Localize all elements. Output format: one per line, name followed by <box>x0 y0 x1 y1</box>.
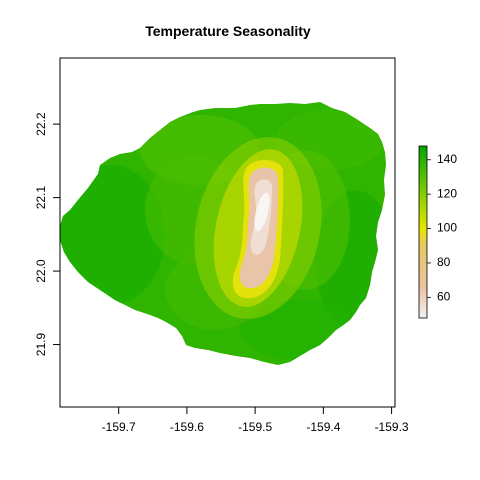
y-axis: 21.9 22.0 22.1 22.2 <box>34 112 60 356</box>
legend-tick-label: 120 <box>437 186 457 200</box>
legend-tick-label: 60 <box>437 290 451 304</box>
x-tick-label: -159.6 <box>170 420 204 434</box>
legend-tick-label: 140 <box>437 152 457 166</box>
legend-color-bar <box>419 146 427 318</box>
y-tick-label: 21.9 <box>34 333 48 357</box>
legend-tick-label: 80 <box>437 255 451 269</box>
island-raster <box>50 95 395 375</box>
x-tick-label: -159.3 <box>375 420 409 434</box>
island-fill <box>50 95 395 375</box>
color-legend: 60 80 100 120 140 <box>419 146 457 318</box>
x-tick-label: -159.4 <box>306 420 340 434</box>
chart-title: Temperature Seasonality <box>145 23 311 39</box>
x-tick-label: -159.5 <box>238 420 272 434</box>
y-tick-label: 22.1 <box>34 186 48 210</box>
x-axis: -159.7 -159.6 -159.5 -159.4 -159.3 <box>102 407 409 434</box>
y-tick-label: 22.2 <box>34 112 48 136</box>
y-tick-label: 22.0 <box>34 259 48 283</box>
legend-tick-label: 100 <box>437 221 457 235</box>
x-tick-label: -159.7 <box>102 420 136 434</box>
